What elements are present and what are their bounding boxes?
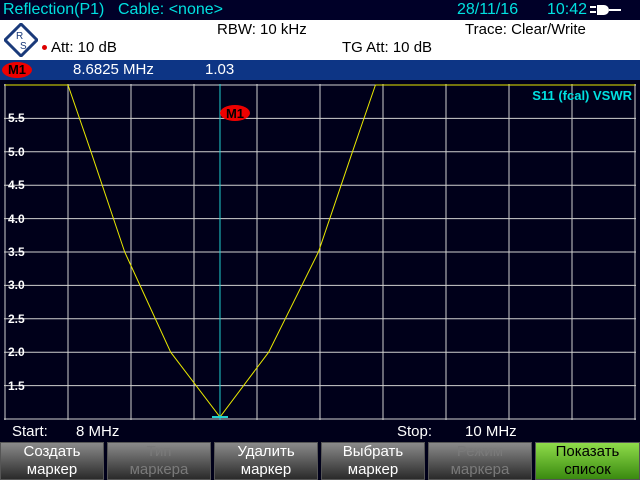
softkey-line1: Тип: [146, 443, 172, 460]
softkey-1[interactable]: Создать маркер: [0, 442, 104, 480]
svg-text:R: R: [16, 31, 23, 42]
y-tick-label: 2.0: [8, 345, 25, 360]
softkey-3[interactable]: Удалить маркер: [214, 442, 318, 480]
softkey-line1: Выбрать: [342, 443, 404, 460]
y-tick-label: 4.0: [8, 211, 25, 226]
time: 10:42: [547, 1, 588, 18]
y-tick-label: 5.0: [8, 144, 25, 159]
softkey-2[interactable]: Тип маркера: [107, 442, 211, 480]
marker-value: 1.03: [205, 61, 235, 78]
y-tick-label: 1.5: [8, 378, 25, 393]
stop-label: Stop:: [397, 423, 433, 440]
trace-title: S11 (fcal) VSWR: [532, 88, 632, 103]
softkey-line2: маркера: [129, 461, 189, 478]
status-bar: Reflection(P1) Cable: <none> 28/11/16 10…: [0, 0, 640, 20]
y-tick-label: 4.5: [8, 178, 25, 193]
y-tick-label: 3.0: [8, 278, 25, 293]
softkey-line2: маркера: [450, 461, 510, 478]
marker-readout: M1 8.6825 MHz 1.03: [0, 60, 640, 80]
vswr-plot[interactable]: M1: [4, 84, 636, 420]
rbw-label: RBW: 10 kHz: [217, 21, 307, 38]
softkey-line1: Режим: [456, 443, 504, 460]
softkey-line2: маркер: [26, 461, 78, 478]
settings-panel: R S RBW: 10 kHz Trace: Clear/Write Att: …: [0, 20, 640, 60]
softkey-line2: маркер: [347, 461, 399, 478]
att-label: Att: 10 dB: [51, 39, 117, 56]
marker-flag[interactable]: [219, 105, 250, 121]
marker-frequency: 8.6825 MHz: [73, 61, 154, 78]
mode-label: Reflection(P1): [3, 1, 105, 18]
y-tick-label: 5.5: [8, 111, 25, 126]
softkey-5[interactable]: Режим маркера: [428, 442, 532, 480]
date: 28/11/16: [457, 1, 519, 18]
cable-label: Cable: <none>: [118, 1, 223, 18]
softkey-6[interactable]: Показать список: [535, 442, 640, 480]
softkey-line2: список: [564, 461, 611, 478]
tg-att-label: TG Att: 10 dB: [342, 39, 433, 56]
start-label: Start:: [12, 423, 48, 440]
battery-plug-icon: [590, 5, 622, 15]
softkey-line1: Создать: [23, 443, 81, 460]
marker-badge[interactable]: M1: [2, 62, 32, 78]
softkey-line2: маркер: [240, 461, 292, 478]
rs-logo: R S: [4, 23, 38, 57]
marker-flag-label: M1: [226, 106, 244, 121]
frequency-bar: Start: 8 MHz Stop: 10 MHz: [0, 422, 640, 442]
start-value: 8 MHz: [76, 423, 120, 440]
y-tick-label: 2.5: [8, 311, 25, 326]
stop-value: 10 MHz: [465, 423, 517, 440]
att-indicator-icon: [42, 45, 47, 50]
softkey-4[interactable]: Выбрать маркер: [321, 442, 425, 480]
softkey-line1: Удалить: [237, 443, 295, 460]
svg-text:S: S: [20, 41, 27, 52]
y-tick-label: 3.5: [8, 245, 25, 259]
softkey-line1: Показать: [555, 443, 620, 460]
trace-label: Trace: Clear/Write: [465, 21, 586, 38]
